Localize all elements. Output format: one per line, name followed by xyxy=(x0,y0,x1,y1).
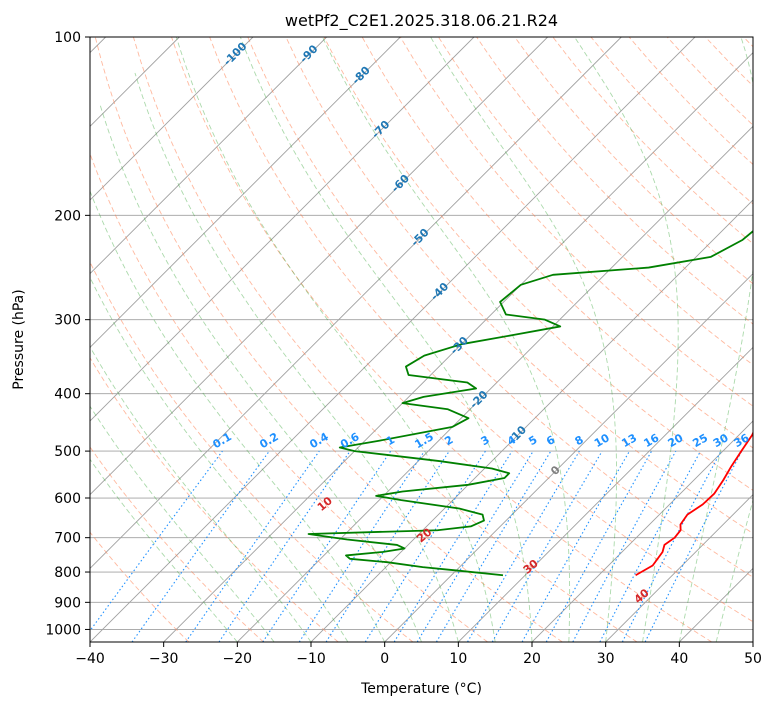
background-lines xyxy=(90,37,753,642)
moist-adiabat-line xyxy=(90,458,238,642)
y-tick-label: 1000 xyxy=(45,622,81,638)
dry-adiabat-line xyxy=(323,37,753,491)
moist-adiabat-line xyxy=(239,37,533,642)
moist-adiabat-line xyxy=(90,345,312,642)
y-tick-label: 700 xyxy=(54,531,81,547)
chart-title: wetPf2_C2E1.2025.318.06.21.R24 xyxy=(285,11,558,31)
y-tick-label: 400 xyxy=(54,387,81,403)
moist-adiabat-line xyxy=(678,37,753,642)
y-tick-label: 600 xyxy=(54,491,81,507)
dewpoint-profile-line xyxy=(307,230,753,577)
isotherm-line xyxy=(90,37,622,569)
plot-frame xyxy=(89,36,754,643)
dry-adiabat-line xyxy=(514,37,753,285)
isotherm-line xyxy=(90,37,475,422)
x-tick-label: −20 xyxy=(223,651,253,667)
mixing-ratio-line xyxy=(90,450,223,632)
y-tick-label: 300 xyxy=(54,313,81,329)
mixing-ratio-line xyxy=(521,450,630,642)
isotherm-line xyxy=(531,420,753,642)
mixing-ratio-line xyxy=(218,450,351,642)
mixing-ratio-line xyxy=(644,450,743,642)
mixing-ratio-line xyxy=(325,450,450,642)
moist-adiabat-line xyxy=(134,72,459,642)
isotherm-line xyxy=(163,52,753,642)
y-tick-label: 900 xyxy=(54,595,81,611)
dry-adiabat-line xyxy=(94,37,563,642)
moist-adiabat-line xyxy=(574,37,679,642)
isotherm-line xyxy=(90,37,401,348)
x-tick-label: 0 xyxy=(380,651,389,667)
mixing-ratio-line xyxy=(393,450,513,642)
axis-ticks: −40 −30 −20 −10 0 10 20 30 40 50 1000 900 800 700 600 5… xyxy=(45,30,762,667)
isotherm-line xyxy=(90,37,327,275)
mixing-ratio-line xyxy=(545,450,653,642)
mixing-ratio-line xyxy=(185,450,320,642)
dry-adiabat-line xyxy=(90,446,264,642)
y-axis-title: Pressure (hPa) xyxy=(11,289,27,389)
profile-lines xyxy=(307,230,753,577)
dry-adiabat-line xyxy=(90,152,488,642)
dry-adiabat-line xyxy=(438,37,753,366)
dry-adiabat-line xyxy=(399,37,753,407)
moist-adiabat-line xyxy=(90,276,349,642)
x-tick-label: 20 xyxy=(523,651,541,667)
dry-adiabat-line xyxy=(361,37,753,449)
mixing-ratio-line xyxy=(416,450,534,642)
mixing-ratio-line xyxy=(298,450,425,642)
x-tick-label: 40 xyxy=(670,651,688,667)
y-tick-label: 800 xyxy=(54,565,81,581)
x-tick-label: −30 xyxy=(149,651,179,667)
mixing-ratio-line xyxy=(262,450,392,642)
dry-adiabat-line xyxy=(247,37,753,578)
x-tick-label: 30 xyxy=(597,651,615,667)
dry-adiabat-line xyxy=(90,356,339,642)
moist-adiabat-line xyxy=(322,37,571,642)
temperature-profile-line xyxy=(635,430,753,577)
isotherm-line xyxy=(237,125,753,642)
mixing-ratio-line xyxy=(131,450,270,642)
isotherm-line xyxy=(605,494,753,642)
isotherm-line xyxy=(90,37,254,201)
isotherm-line xyxy=(90,37,696,642)
dry-adiabat-line xyxy=(209,37,753,623)
moist-adiabat-line xyxy=(715,498,753,642)
y-tick-label: 200 xyxy=(54,208,81,224)
x-tick-label: 50 xyxy=(744,651,762,667)
x-tick-label: −40 xyxy=(75,651,105,667)
dry-adiabat-line xyxy=(171,37,712,642)
mixing-ratio-line xyxy=(572,450,677,642)
x-tick-label: 10 xyxy=(449,651,467,667)
dry-adiabat-line xyxy=(285,37,753,534)
moist-adiabat-line xyxy=(99,104,422,642)
y-tick-label: 100 xyxy=(54,30,81,46)
dry-adiabat-line xyxy=(90,531,190,642)
y-tick-label: 500 xyxy=(54,444,81,460)
isotherm-line xyxy=(384,273,753,642)
isotherm-line xyxy=(458,346,753,642)
x-tick-label: −10 xyxy=(296,651,326,667)
moist-adiabat-line xyxy=(430,37,617,642)
x-axis-title: Temperature (°C) xyxy=(360,681,482,697)
dry-adiabat-line xyxy=(132,37,638,642)
dry-adiabat-line xyxy=(90,261,414,642)
isotherm-line xyxy=(90,37,548,496)
